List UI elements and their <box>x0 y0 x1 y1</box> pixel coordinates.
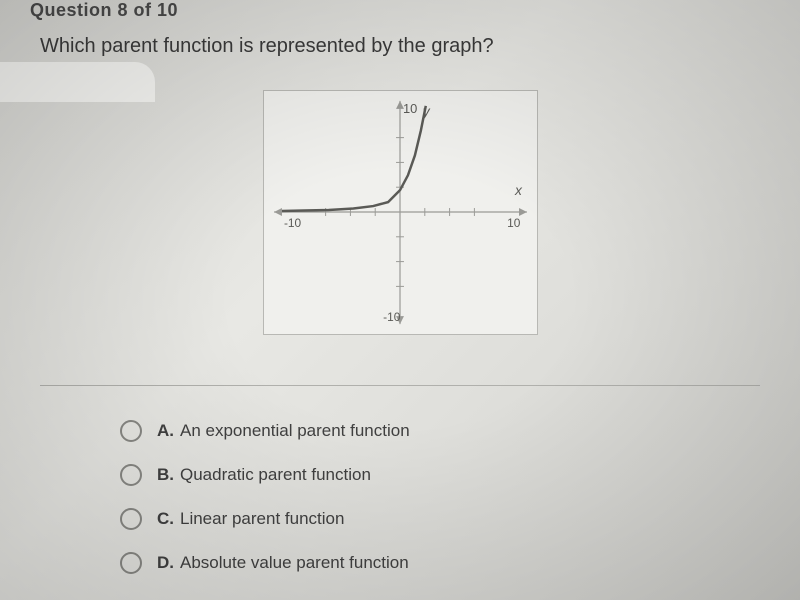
option-letter: A. <box>157 421 174 441</box>
y-axis-top-tick: 10 <box>403 101 417 116</box>
option-letter: D. <box>157 553 174 573</box>
radio-button[interactable] <box>120 508 142 530</box>
radio-button[interactable] <box>120 464 142 486</box>
option-b[interactable]: B. Quadratic parent function <box>120 464 410 486</box>
option-letter: C. <box>157 509 174 529</box>
y-axis-bottom-tick: -10 <box>383 310 401 324</box>
section-divider <box>40 385 760 386</box>
option-d[interactable]: D. Absolute value parent function <box>120 552 410 574</box>
option-c[interactable]: C. Linear parent function <box>120 508 410 530</box>
question-prompt: Which parent function is represented by … <box>40 35 494 58</box>
exponential-curve <box>282 106 426 211</box>
graph-svg: 10 y -10 10 x -10 <box>264 91 537 334</box>
option-text: Linear parent function <box>180 509 344 529</box>
tab-edge-decoration <box>0 62 155 102</box>
radio-button[interactable] <box>120 420 142 442</box>
x-axis-right-tick: 10 <box>507 216 521 230</box>
answer-options: A. An exponential parent function B. Qua… <box>120 420 410 596</box>
option-text: An exponential parent function <box>180 421 410 441</box>
option-text: Quadratic parent function <box>180 465 371 485</box>
x-axis-left-tick: -10 <box>284 216 302 230</box>
x-axis-label: x <box>514 182 523 198</box>
option-letter: B. <box>157 465 174 485</box>
option-a[interactable]: A. An exponential parent function <box>120 420 410 442</box>
option-text: Absolute value parent function <box>180 553 409 573</box>
function-graph: 10 y -10 10 x -10 <box>263 90 538 335</box>
question-counter-fragment: Question 8 of 10 <box>30 0 178 21</box>
radio-button[interactable] <box>120 552 142 574</box>
